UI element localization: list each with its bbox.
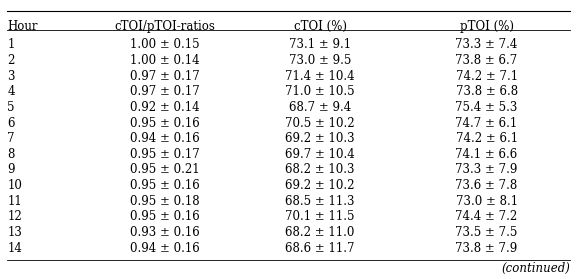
Text: 68.2 ± 11.0: 68.2 ± 11.0 <box>286 226 355 239</box>
Text: 70.1 ± 11.5: 70.1 ± 11.5 <box>286 210 355 223</box>
Text: 2: 2 <box>7 54 14 67</box>
Text: (continued): (continued) <box>501 262 570 275</box>
Text: 0.95 ± 0.16: 0.95 ± 0.16 <box>130 179 200 192</box>
Text: 8: 8 <box>7 148 14 161</box>
Text: 3: 3 <box>7 70 14 83</box>
Text: 7: 7 <box>7 132 14 145</box>
Text: 0.94 ± 0.16: 0.94 ± 0.16 <box>130 132 200 145</box>
Text: 68.2 ± 10.3: 68.2 ± 10.3 <box>286 163 355 176</box>
Text: cTOI (%): cTOI (%) <box>294 20 347 33</box>
Text: 70.5 ± 10.2: 70.5 ± 10.2 <box>285 117 355 129</box>
Text: 69.2 ± 10.3: 69.2 ± 10.3 <box>285 132 355 145</box>
Text: 73.1 ± 9.1: 73.1 ± 9.1 <box>289 39 351 51</box>
Text: 74.7 ± 6.1: 74.7 ± 6.1 <box>455 117 518 129</box>
Text: cTOI/pTOI-ratios: cTOI/pTOI-ratios <box>115 20 215 33</box>
Text: 68.7 ± 9.4: 68.7 ± 9.4 <box>289 101 351 114</box>
Text: 73.3 ± 7.9: 73.3 ± 7.9 <box>455 163 518 176</box>
Text: 0.95 ± 0.16: 0.95 ± 0.16 <box>130 210 200 223</box>
Text: 0.97 ± 0.17: 0.97 ± 0.17 <box>130 85 200 98</box>
Text: 1: 1 <box>7 39 14 51</box>
Text: 0.95 ± 0.16: 0.95 ± 0.16 <box>130 117 200 129</box>
Text: 13: 13 <box>7 226 22 239</box>
Text: 9: 9 <box>7 163 14 176</box>
Text: 0.95 ± 0.18: 0.95 ± 0.18 <box>130 195 200 208</box>
Text: 73.5 ± 7.5: 73.5 ± 7.5 <box>455 226 518 239</box>
Text: 6: 6 <box>7 117 14 129</box>
Text: 0.93 ± 0.16: 0.93 ± 0.16 <box>130 226 200 239</box>
Text: 11: 11 <box>7 195 22 208</box>
Text: 74.4 ± 7.2: 74.4 ± 7.2 <box>455 210 518 223</box>
Text: 74.2 ± 6.1: 74.2 ± 6.1 <box>456 132 518 145</box>
Text: 71.4 ± 10.4: 71.4 ± 10.4 <box>285 70 355 83</box>
Text: 14: 14 <box>7 242 22 254</box>
Text: 73.0 ± 9.5: 73.0 ± 9.5 <box>289 54 351 67</box>
Text: 68.6 ± 11.7: 68.6 ± 11.7 <box>286 242 355 254</box>
Text: 5: 5 <box>7 101 14 114</box>
Text: 73.8 ± 7.9: 73.8 ± 7.9 <box>455 242 518 254</box>
Text: Hour: Hour <box>7 20 38 33</box>
Text: 0.95 ± 0.21: 0.95 ± 0.21 <box>130 163 200 176</box>
Text: 68.5 ± 11.3: 68.5 ± 11.3 <box>286 195 355 208</box>
Text: 0.92 ± 0.14: 0.92 ± 0.14 <box>130 101 200 114</box>
Text: 69.2 ± 10.2: 69.2 ± 10.2 <box>286 179 355 192</box>
Text: 4: 4 <box>7 85 14 98</box>
Text: 74.2 ± 7.1: 74.2 ± 7.1 <box>456 70 518 83</box>
Text: 75.4 ± 5.3: 75.4 ± 5.3 <box>455 101 518 114</box>
Text: 1.00 ± 0.15: 1.00 ± 0.15 <box>130 39 200 51</box>
Text: 73.0 ± 8.1: 73.0 ± 8.1 <box>456 195 518 208</box>
Text: 0.95 ± 0.17: 0.95 ± 0.17 <box>130 148 200 161</box>
Text: 74.1 ± 6.6: 74.1 ± 6.6 <box>455 148 518 161</box>
Text: 10: 10 <box>7 179 22 192</box>
Text: 73.8 ± 6.7: 73.8 ± 6.7 <box>455 54 518 67</box>
Text: 1.00 ± 0.14: 1.00 ± 0.14 <box>130 54 200 67</box>
Text: 73.6 ± 7.8: 73.6 ± 7.8 <box>455 179 518 192</box>
Text: 71.0 ± 10.5: 71.0 ± 10.5 <box>285 85 355 98</box>
Text: 0.94 ± 0.16: 0.94 ± 0.16 <box>130 242 200 254</box>
Text: pTOI (%): pTOI (%) <box>460 20 514 33</box>
Text: 0.97 ± 0.17: 0.97 ± 0.17 <box>130 70 200 83</box>
Text: 73.8 ± 6.8: 73.8 ± 6.8 <box>456 85 518 98</box>
Text: 12: 12 <box>7 210 22 223</box>
Text: 69.7 ± 10.4: 69.7 ± 10.4 <box>285 148 355 161</box>
Text: 73.3 ± 7.4: 73.3 ± 7.4 <box>455 39 518 51</box>
